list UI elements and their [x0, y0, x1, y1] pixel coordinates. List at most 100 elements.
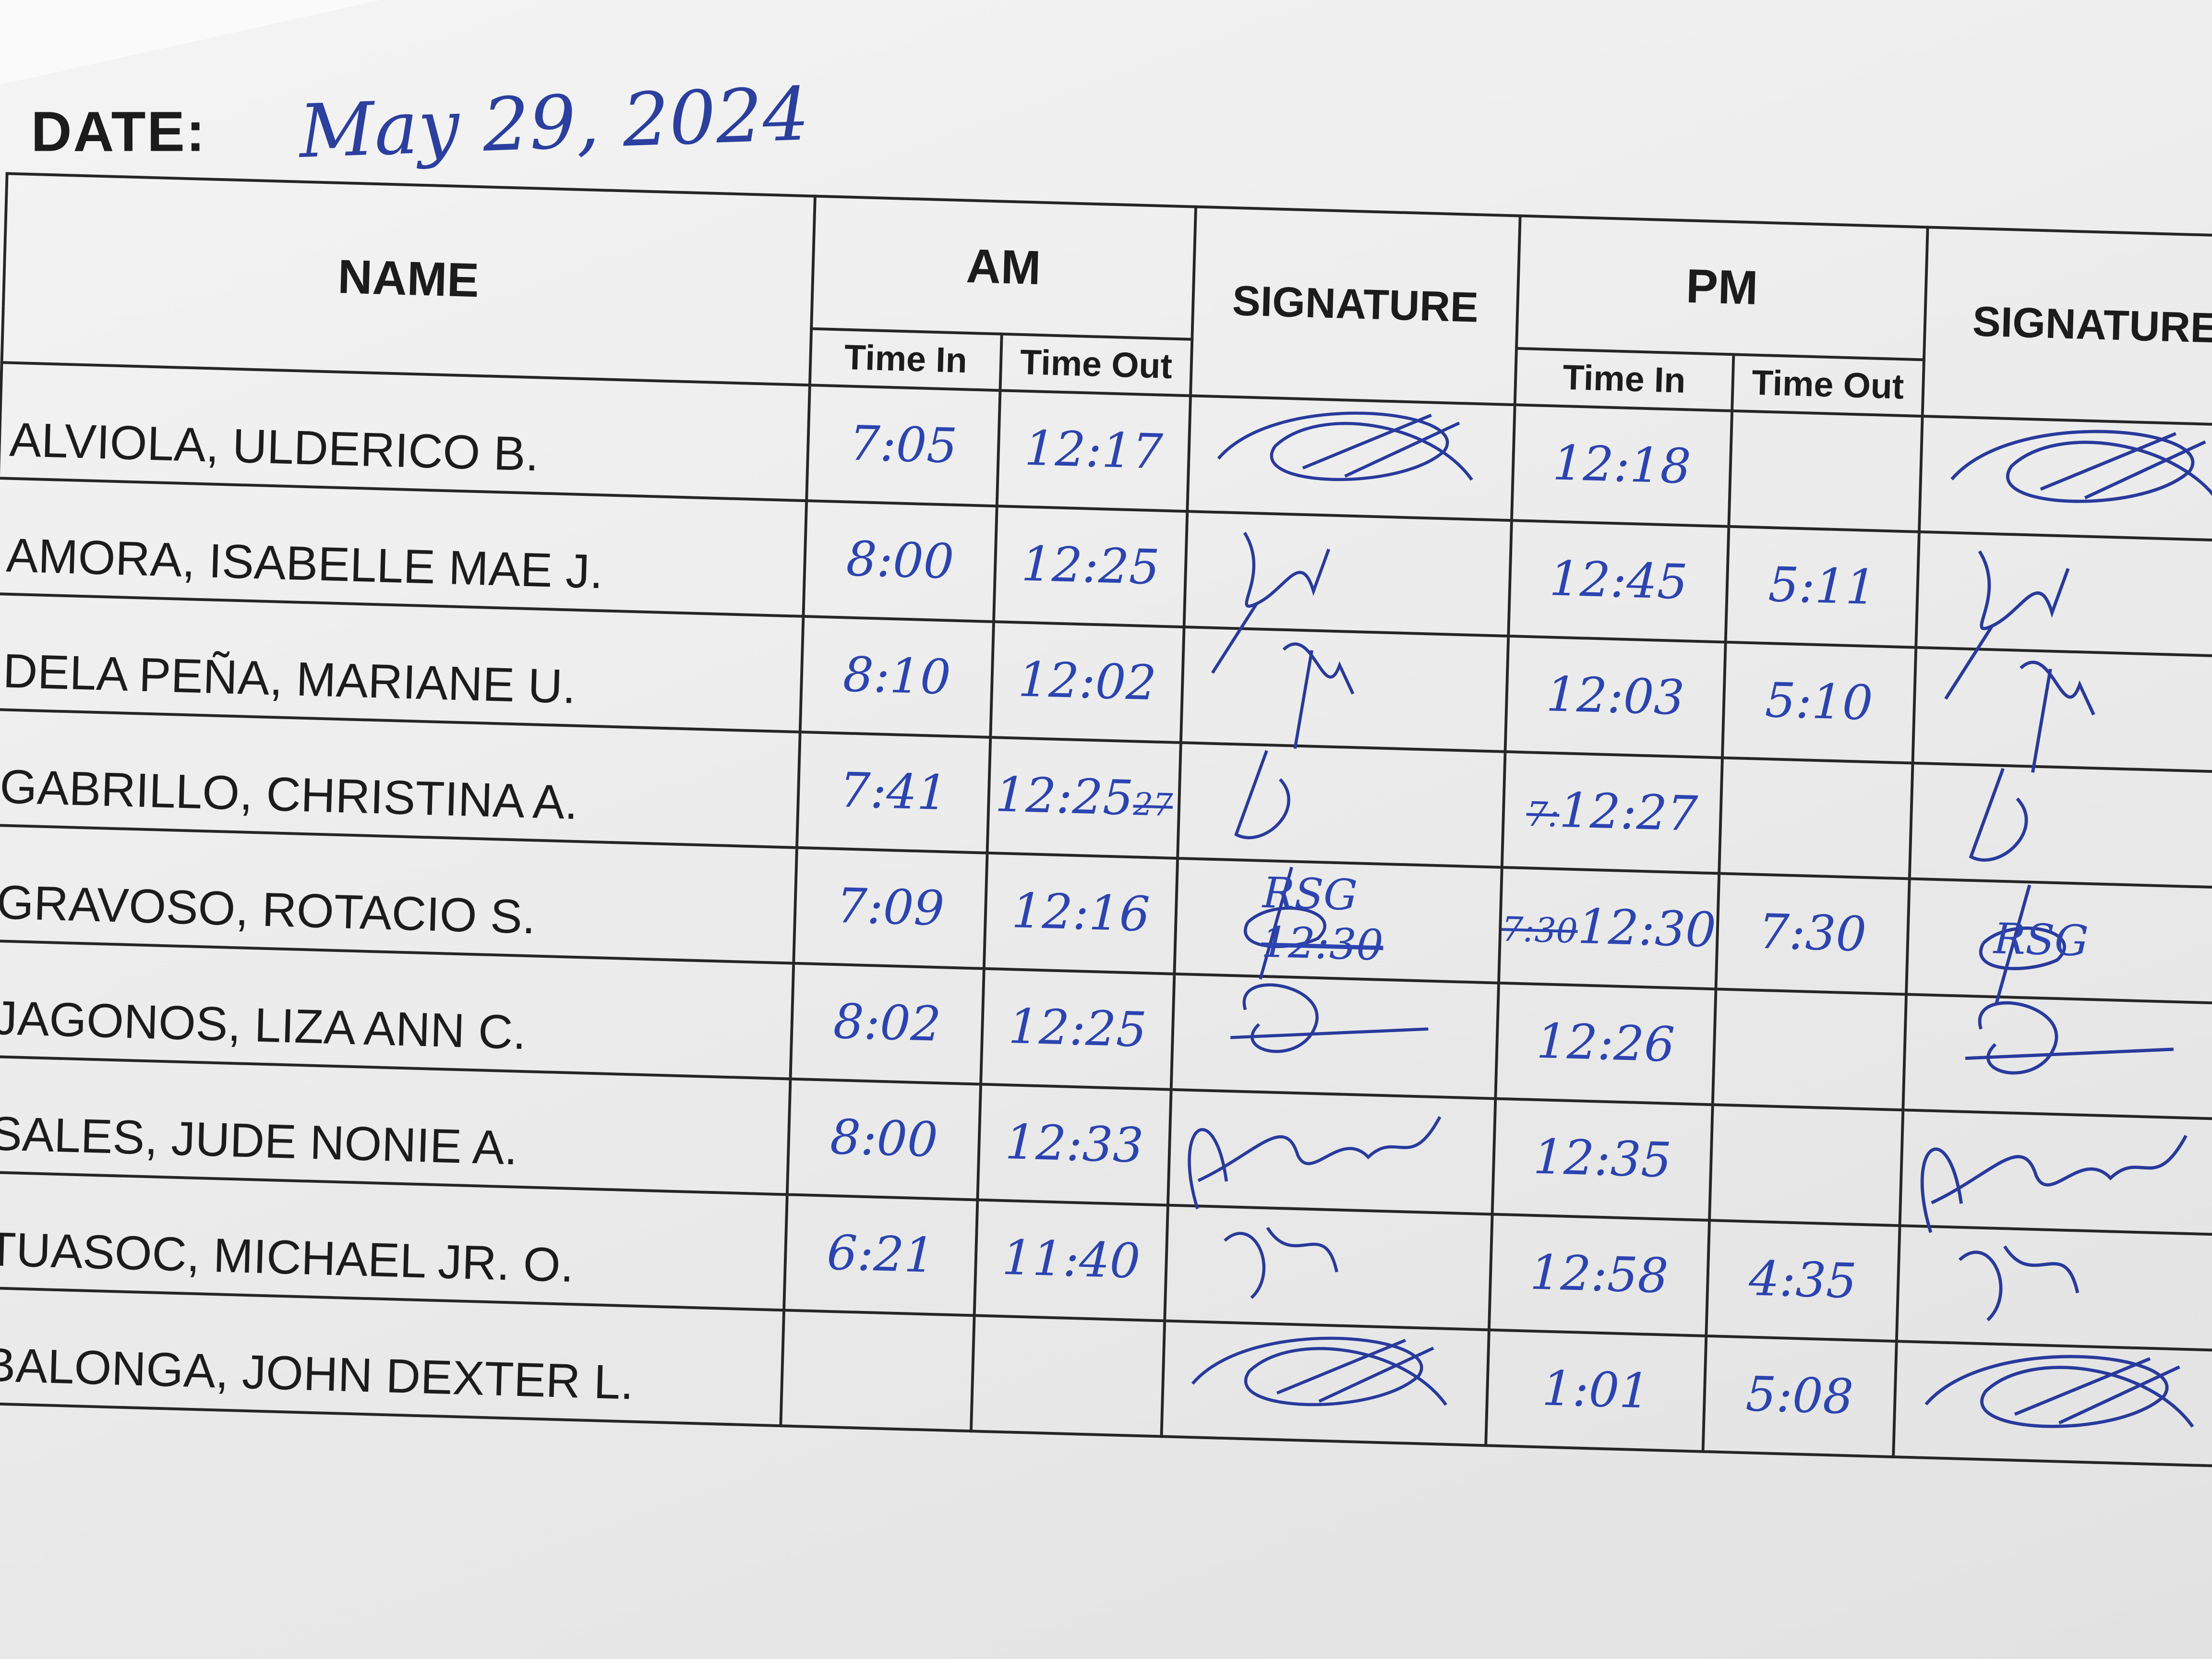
am-signature [1178, 743, 1505, 867]
pm-time-in-value: 12:26 [1536, 1013, 1676, 1074]
pm-time-in: 12:58 [1489, 1214, 1709, 1336]
pm-time-in-value: 12:30 [1577, 899, 1717, 960]
handwritten-signature [1188, 1116, 1442, 1210]
handwritten-signature [1969, 768, 2028, 862]
paper-fold [0, 0, 381, 85]
am-time-in: 7:41 [796, 732, 991, 853]
am-time-out: 12:25 [981, 968, 1175, 1090]
employee-name: GRAVOSO, ROTACIO S. [0, 825, 797, 963]
struck-value: 7:30 [1501, 910, 1578, 951]
am-time-in: 8:00 [787, 1079, 981, 1200]
pm-time-in: 12:35 [1492, 1098, 1713, 1221]
pm-time-in: 7:3012:30 [1499, 867, 1719, 989]
handwritten-signature [1965, 1001, 2174, 1075]
am-time-in: 8:10 [800, 616, 994, 737]
am-time-in: 7:05 [806, 385, 1000, 506]
pm-time-out: 7:30 [1716, 873, 1910, 995]
pm-signature: RSG [1906, 878, 2212, 1004]
pm-signature [1899, 1110, 2212, 1236]
handwritten-signature [1944, 550, 2070, 700]
pm-time-in-value: 12:03 [1545, 667, 1685, 727]
header-am-time-out: Time Out [1000, 334, 1192, 396]
employee-name: GABRILLO, CHRISTINA A. [0, 709, 800, 848]
am-time-in [781, 1310, 974, 1431]
header-pm-signature: SIGNATURE [1922, 227, 2212, 426]
am-time-in: 7:09 [793, 847, 987, 969]
header-am: AM [811, 196, 1196, 339]
pm-time-in-value: 12:58 [1529, 1245, 1669, 1305]
employee-name: ALVIOLA, ULDERICO B. [0, 362, 810, 501]
table-row: ALVIOLA, ULDERICO B. 7:05 12:17 12:18 [0, 362, 2212, 541]
header-am-signature: SIGNATURE [1190, 206, 1520, 405]
handwritten-signature [1211, 532, 1331, 674]
handwritten-signature [1958, 1245, 2079, 1322]
pm-signature [1909, 763, 2212, 889]
pm-time-in: 12:18 [1511, 405, 1732, 527]
am-signature [1171, 974, 1499, 1099]
table-row: SALES, JUDE NONIE A. 8:00 12:33 12:35 [0, 1056, 2212, 1236]
pm-time-in-value: 1:01 [1541, 1361, 1651, 1420]
am-signature [1180, 627, 1509, 752]
date-value-handwritten: May 29, 2024 [298, 72, 811, 176]
pm-time-out [1719, 757, 1913, 879]
pm-time-out [1729, 410, 1923, 532]
pm-signature [1919, 416, 2212, 541]
handwritten-signature [1950, 430, 2212, 503]
handwritten-signature [1234, 750, 1290, 839]
table-row: JAGONOS, LIZA ANN C. 8:02 12:25 12:26 [0, 940, 2212, 1120]
table-row: GABRILLO, CHRISTINA A. 7:41 12:2527 7:12:27 [0, 709, 2212, 889]
handwritten-signature [1920, 1135, 2188, 1233]
pm-signature [1912, 647, 2212, 773]
header-pm-time-out: Time Out [1731, 354, 1924, 416]
handwritten-signature [1217, 411, 1473, 481]
pm-time-in: 1:01 [1486, 1330, 1706, 1452]
employee-name: BALONGA, JOHN DEXTER L. [0, 1287, 784, 1426]
header-pm-time-in: Time In [1515, 348, 1734, 411]
pm-time-out: 4:35 [1706, 1220, 1900, 1342]
employee-name: TUASOC, MICHAEL JR. O. [0, 1172, 787, 1310]
struck-value: 27 [1132, 788, 1173, 825]
attendance-table-wrapper: NAME AM SIGNATURE PM SIGNATURE Time In T… [0, 172, 2212, 1468]
signature-note: RSG [1993, 914, 2089, 966]
pm-time-in-value: 12:45 [1549, 551, 1689, 612]
employee-name: AMORA, ISABELLE MAE J. [0, 478, 807, 616]
am-signature [1165, 1205, 1492, 1330]
am-time-in: 8:02 [790, 963, 984, 1084]
attendance-table: NAME AM SIGNATURE PM SIGNATURE Time In T… [0, 172, 2212, 1468]
pm-signature [1893, 1341, 2212, 1467]
am-time-out: 12:2527 [987, 737, 1181, 858]
am-time-out: 12:02 [990, 622, 1184, 743]
header-pm: PM [1516, 216, 1928, 360]
am-time-out [971, 1315, 1165, 1437]
am-signature [1161, 1321, 1489, 1446]
am-time-out: 12:16 [984, 853, 1178, 974]
pm-time-in: 12:45 [1508, 520, 1729, 642]
am-time-out: 12:25 [994, 506, 1188, 627]
struck-note: 12:30 [1261, 918, 1384, 972]
handwritten-signature [1282, 642, 1355, 749]
pm-time-out: 5:10 [1722, 642, 1916, 763]
table-row: TUASOC, MICHAEL JR. O. 6:21 11:40 12:58 4:35 [0, 1172, 2212, 1351]
pm-time-in-value: 12:27 [1558, 782, 1699, 843]
am-time-out: 12:33 [977, 1084, 1171, 1205]
handwritten-signature [1979, 884, 2066, 1004]
am-time-out: 11:40 [974, 1200, 1168, 1321]
struck-value: 7: [1526, 794, 1560, 835]
handwritten-signature [1224, 1226, 1338, 1299]
am-signature: RSG 12:30 [1174, 858, 1502, 983]
date-label: DATE: [31, 101, 206, 164]
table-row: GRAVOSO, ROTACIO S. 7:09 12:16 RSG 12:30 7:30… [0, 825, 2212, 1004]
pm-time-in-value: 12:18 [1551, 435, 1692, 496]
employee-name: SALES, JUDE NONIE A. [0, 1056, 791, 1195]
pm-time-in: 12:03 [1505, 636, 1726, 758]
pm-time-out [1709, 1105, 1903, 1226]
table-row: BALONGA, JOHN DEXTER L. 1:01 5:08 [0, 1287, 2212, 1467]
handwritten-signature [1191, 1336, 1447, 1407]
handwritten-signature [2019, 661, 2095, 773]
am-time-in: 8:00 [803, 501, 997, 622]
pm-signature [1903, 994, 2212, 1120]
pm-signature [1915, 531, 2212, 700]
employee-name: DELA PEÑA, MARIANE U. [0, 593, 804, 732]
table-row: AMORA, ISABELLE MAE J. 8:00 12:25 12:45 5:11 [0, 478, 2212, 700]
